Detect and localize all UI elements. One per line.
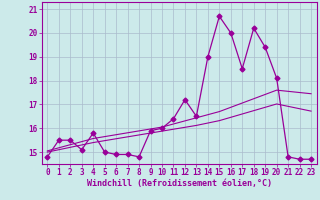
X-axis label: Windchill (Refroidissement éolien,°C): Windchill (Refroidissement éolien,°C) <box>87 179 272 188</box>
